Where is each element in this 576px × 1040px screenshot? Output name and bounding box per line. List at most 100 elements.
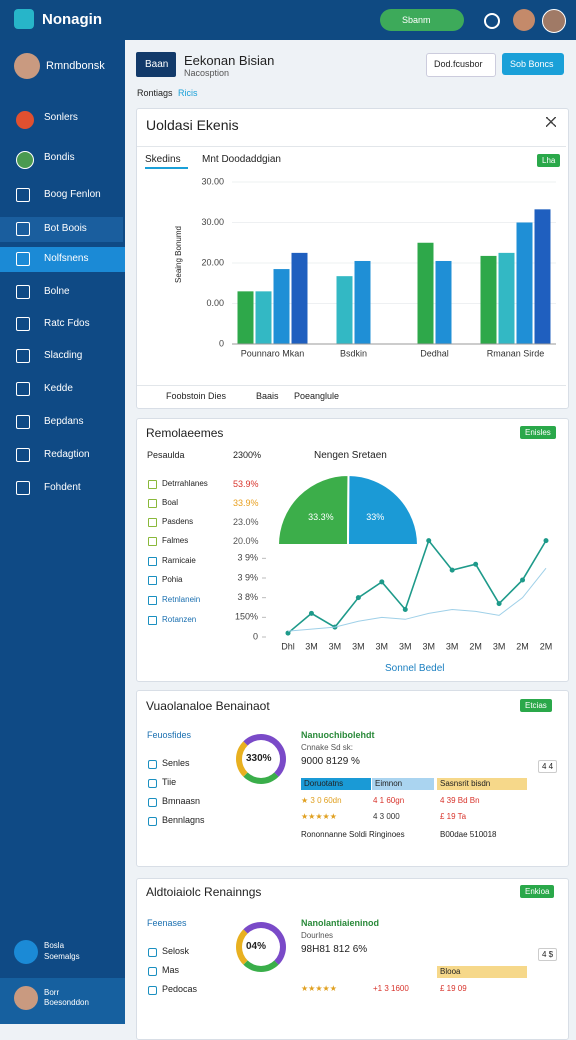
footer-text: B00dae 510018 (440, 830, 497, 839)
panel (136, 108, 569, 409)
nav-icon (16, 285, 30, 299)
row-label: Pohia (162, 575, 183, 584)
footer-link[interactable]: Poeanglule (294, 391, 340, 401)
bar-chip (301, 778, 371, 790)
row-icon (148, 480, 157, 489)
metric: 4 3 000 (373, 812, 400, 821)
bar-chip (437, 966, 527, 978)
nav-item[interactable]: Kedde (44, 383, 73, 394)
avatar[interactable] (542, 9, 566, 33)
y-axis-label: Seaing Bonumd (173, 226, 183, 283)
info-tag: 4 4 (538, 760, 558, 773)
tag: Etcias (520, 699, 552, 712)
nav-icon (16, 151, 34, 169)
help-icon[interactable] (14, 940, 38, 964)
nav-icon (16, 222, 30, 236)
footer-user[interactable]: Borr (44, 988, 60, 997)
secondary-button[interactable] (426, 53, 496, 77)
secondary-button-text[interactable]: Dod.fcusbor (434, 59, 483, 69)
list-icon (148, 760, 157, 769)
panel-title: Remolaeemes (146, 426, 224, 440)
nav-icon (16, 382, 30, 396)
list-icon (148, 798, 157, 807)
breadcrumb[interactable]: Ricis (178, 88, 198, 98)
user-avatar (14, 53, 40, 79)
nav-item[interactable]: Bot Boois (44, 223, 87, 234)
nav-icon (16, 317, 30, 331)
gauge-value: 04% (246, 941, 267, 952)
nav-item[interactable]: Bondis (44, 152, 75, 163)
row-value: 20.0% (233, 536, 259, 546)
settings-icon[interactable] (484, 13, 500, 29)
info-tag: 4 $ (538, 948, 558, 961)
row-icon (148, 499, 157, 508)
primary-button-text[interactable]: Sob Boncs (510, 59, 554, 69)
x-axis-label: Sonnel Bedel (385, 663, 445, 674)
page-title: Eekonan Bisian (184, 53, 275, 68)
brand: Nonagin (42, 11, 102, 28)
tag: Enkioa (520, 885, 555, 898)
gauge (236, 922, 286, 972)
nav-item[interactable]: Bolne (44, 286, 70, 297)
row-label: Detrrahlanes (162, 479, 208, 488)
nav-item[interactable]: Nolfsnens (44, 253, 89, 264)
panel-title: Vuaolanaloe Benainaot (146, 699, 270, 713)
nav-item[interactable]: Boog Fenlon (44, 189, 101, 200)
gauge-value: 330% (246, 753, 272, 764)
bar-label: Eimnon (375, 779, 403, 788)
help-text[interactable]: Soemalgs (44, 952, 80, 961)
nav-icon (16, 349, 30, 363)
search-text[interactable]: Sbanm (402, 15, 431, 25)
metric: £ 19 Ta (440, 812, 467, 821)
tab[interactable]: Skedins (145, 154, 181, 165)
nav-item[interactable]: Ratc Fdos (44, 318, 90, 329)
info-title: Nanolantiaieninod (301, 918, 380, 928)
column-value: 2300% (233, 450, 262, 460)
row-label: Retnlanein (162, 595, 201, 604)
nav-item[interactable]: Bepdans (44, 416, 84, 427)
row-label: Boal (162, 498, 179, 507)
divider (137, 385, 566, 386)
primary-button[interactable] (502, 53, 564, 75)
row-icon (148, 576, 157, 585)
search[interactable] (380, 9, 464, 31)
nav-item[interactable]: Slacding (44, 350, 83, 361)
row-icon (148, 518, 157, 527)
item-bg (0, 217, 123, 242)
row-icon (148, 616, 157, 625)
page-subtitle: Nacosption (184, 68, 230, 78)
list-item: Mas (162, 965, 180, 975)
nav-item[interactable]: Fohdent (44, 482, 81, 493)
close-icon[interactable] (546, 117, 556, 127)
nav-item[interactable]: Sonlers (44, 112, 78, 123)
sidebar (0, 40, 125, 1024)
chart-title: Mnt Doodaddgian (202, 154, 281, 165)
bar-chip (437, 778, 527, 790)
brand-icon (14, 9, 34, 29)
list-icon (148, 967, 157, 976)
nav-icon (16, 448, 30, 462)
badge-text: Baan (145, 59, 169, 70)
panel-title: Aldtoiaiolc Renainngs (146, 885, 262, 899)
active-item-bg (0, 247, 125, 272)
footer-link[interactable]: Baais (256, 391, 279, 401)
tag: Enisles (520, 426, 556, 439)
footer-avatar (14, 986, 38, 1010)
list-icon (148, 986, 157, 995)
row-label: Falmes (162, 536, 189, 545)
metric: +1 3 1600 (373, 984, 409, 993)
footer-link[interactable]: Foobstoin Dies (166, 391, 227, 401)
breadcrumb[interactable]: Rontiags (137, 88, 173, 98)
list-head: Feuosfides (147, 730, 192, 740)
row-value: 33.9% (233, 498, 259, 508)
help-text[interactable]: Bosla (44, 941, 65, 950)
nav-item[interactable]: Redagtion (44, 449, 90, 460)
bar-chip (372, 778, 434, 790)
metric: ★★★★★ (301, 812, 337, 821)
tab-underline (145, 167, 188, 169)
list-icon (148, 817, 157, 826)
footer-user[interactable]: Boesonddon (44, 998, 89, 1007)
avatar[interactable] (513, 9, 535, 31)
panel (136, 878, 569, 1040)
row-label: Rotanzen (162, 615, 197, 624)
